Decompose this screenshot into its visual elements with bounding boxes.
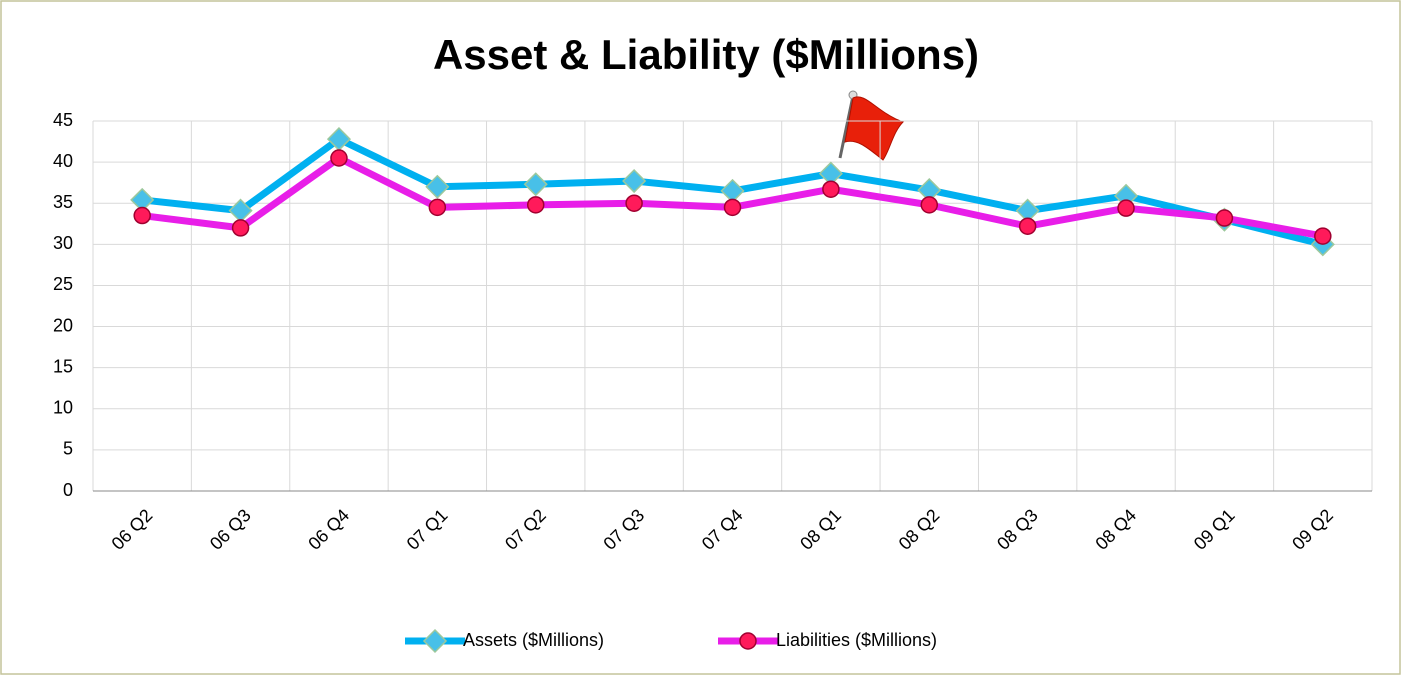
point-marker (523, 172, 548, 197)
y-tick-label: 40 (53, 151, 73, 171)
point-marker (526, 196, 545, 214)
y-tick-label: 25 (53, 274, 73, 294)
point-marker (822, 180, 840, 198)
point-marker (428, 198, 447, 217)
point-marker (1018, 217, 1037, 235)
legend-marker (739, 632, 757, 650)
legend-label: Liabilities ($Millions) (776, 630, 937, 650)
legend-label: Assets ($Millions) (463, 630, 604, 650)
y-tick-label: 30 (53, 233, 73, 253)
y-tick-label: 35 (53, 192, 73, 212)
point-marker (1215, 209, 1234, 227)
y-tick-label: 0 (63, 480, 73, 500)
y-tick-label: 20 (53, 315, 73, 335)
y-tick-label: 15 (53, 356, 73, 376)
point-marker (231, 219, 250, 237)
point-marker (625, 194, 643, 212)
point-marker (723, 198, 742, 217)
point-marker (425, 174, 450, 199)
point-marker (1314, 227, 1332, 245)
point-marker (133, 206, 151, 225)
y-tick-label: 45 (53, 110, 73, 130)
chart-title: Asset & Liability ($Millions) (433, 31, 979, 78)
point-marker (1117, 199, 1135, 217)
point-marker (330, 149, 348, 167)
legend-marker (422, 628, 448, 654)
y-tick-label: 10 (53, 398, 73, 418)
flag-icon (838, 90, 904, 161)
point-marker (622, 168, 647, 194)
point-marker (920, 196, 939, 214)
y-tick-label: 5 (63, 439, 73, 459)
